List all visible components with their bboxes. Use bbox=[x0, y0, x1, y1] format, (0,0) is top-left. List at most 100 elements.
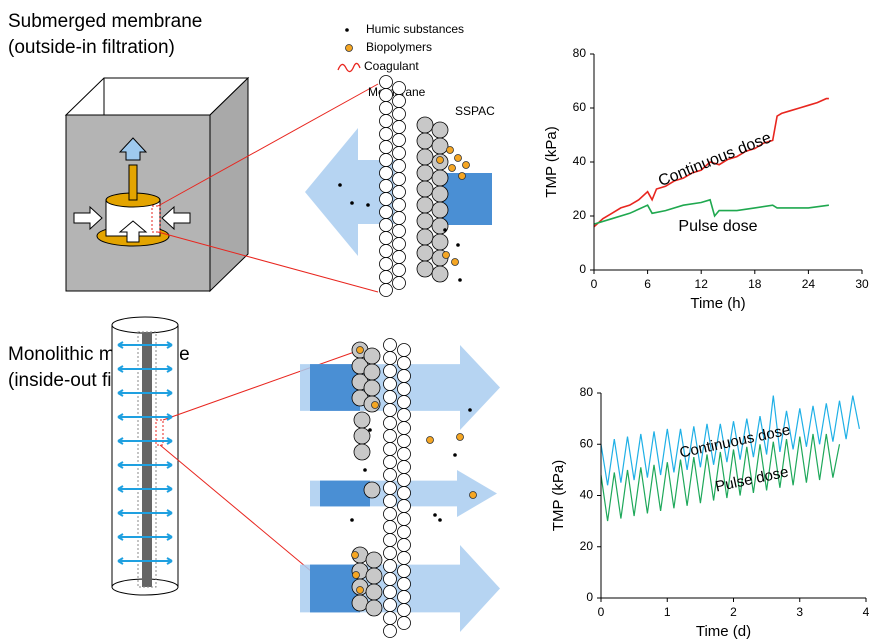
humic-particle bbox=[338, 183, 342, 187]
membrane-particle bbox=[398, 552, 411, 565]
membrane-particle bbox=[384, 417, 397, 430]
membrane-particle bbox=[384, 339, 397, 352]
x-tick-label: 1 bbox=[664, 605, 671, 619]
membrane-particle bbox=[380, 128, 393, 141]
figure: Submerged membrane (outside-in filtratio… bbox=[0, 0, 870, 640]
membrane-particle bbox=[366, 568, 382, 584]
legend-icon bbox=[338, 63, 360, 71]
humic-particle bbox=[363, 468, 367, 472]
biopolymer bbox=[357, 587, 364, 594]
membrane-particle bbox=[393, 134, 406, 147]
membrane-particle bbox=[354, 412, 370, 428]
membrane-particle bbox=[384, 625, 397, 638]
feed-block bbox=[310, 364, 360, 411]
legend-icon bbox=[345, 28, 349, 32]
membrane-particle bbox=[384, 391, 397, 404]
biopolymer bbox=[357, 347, 364, 354]
biopolymer bbox=[449, 165, 456, 172]
legend-label: Coagulant bbox=[364, 59, 419, 73]
membrane-particle bbox=[380, 141, 393, 154]
biopolymer bbox=[437, 157, 444, 164]
biopolymer bbox=[353, 572, 360, 579]
x-tick-label: 12 bbox=[695, 277, 709, 291]
humic-particle bbox=[456, 243, 460, 247]
membrane-particle bbox=[432, 202, 448, 218]
membrane-particle bbox=[380, 115, 393, 128]
membrane-particle bbox=[384, 573, 397, 586]
membrane-particle bbox=[384, 365, 397, 378]
series-label: Pulse dose bbox=[678, 218, 757, 235]
membrane-particle bbox=[398, 500, 411, 513]
x-tick-label: 18 bbox=[748, 277, 762, 291]
x-tick-label: 3 bbox=[796, 605, 803, 619]
membrane-particle bbox=[393, 264, 406, 277]
membrane-particle bbox=[393, 160, 406, 173]
membrane-particle bbox=[380, 271, 393, 284]
series-label: Continuous dose bbox=[656, 129, 774, 190]
membrane-particle bbox=[398, 526, 411, 539]
membrane-particle bbox=[380, 245, 393, 258]
y-tick-label: 20 bbox=[573, 208, 587, 222]
membrane-particle bbox=[384, 456, 397, 469]
membrane-particle bbox=[384, 534, 397, 547]
membrane-particle bbox=[354, 428, 370, 444]
membrane-particle bbox=[380, 206, 393, 219]
biopolymer bbox=[352, 552, 359, 559]
membrane-particle bbox=[380, 167, 393, 180]
humic-particle bbox=[453, 453, 457, 457]
membrane-particle bbox=[398, 396, 411, 409]
panel-subtitle: (outside-in filtration) bbox=[8, 37, 175, 58]
membrane-particle bbox=[384, 443, 397, 456]
membrane-particle bbox=[398, 370, 411, 383]
legend-icon bbox=[346, 45, 353, 52]
membrane-particle bbox=[393, 121, 406, 134]
membrane-particle bbox=[393, 186, 406, 199]
membrane-particle bbox=[398, 487, 411, 500]
x-tick-label: 0 bbox=[598, 605, 605, 619]
membrane-particle bbox=[417, 181, 433, 197]
membrane-particle bbox=[398, 344, 411, 357]
membrane-particle bbox=[432, 186, 448, 202]
membrane-particle bbox=[432, 122, 448, 138]
y-tick-label: 80 bbox=[580, 385, 594, 399]
humic-particle bbox=[350, 518, 354, 522]
membrane-particle bbox=[380, 193, 393, 206]
biopolymer bbox=[427, 437, 434, 444]
y-tick-label: 40 bbox=[580, 488, 594, 502]
membrane-particle bbox=[398, 604, 411, 617]
y-tick-label: 60 bbox=[580, 436, 594, 450]
humic-particle bbox=[458, 278, 462, 282]
biopolymer bbox=[463, 162, 470, 169]
series-label: Pulse dose bbox=[714, 463, 790, 495]
membrane-particle bbox=[417, 133, 433, 149]
membrane-particle bbox=[398, 435, 411, 448]
membrane-particle bbox=[354, 444, 370, 460]
y-axis-label: TMP (kPa) bbox=[543, 126, 560, 197]
x-axis-label: Time (d) bbox=[696, 623, 751, 640]
membrane-particle bbox=[417, 165, 433, 181]
membrane-particle bbox=[380, 102, 393, 115]
membrane-particle bbox=[393, 147, 406, 160]
membrane-particle bbox=[393, 212, 406, 225]
humic-particle bbox=[366, 203, 370, 207]
sspac-label: SSPAC bbox=[455, 104, 495, 118]
membrane-particle bbox=[380, 258, 393, 271]
membrane-particle bbox=[384, 352, 397, 365]
membrane-particle bbox=[380, 89, 393, 102]
membrane-particle bbox=[380, 284, 393, 297]
membrane-particle bbox=[398, 591, 411, 604]
membrane-particle bbox=[364, 348, 380, 364]
membrane-particle bbox=[366, 552, 382, 568]
membrane-particle bbox=[384, 547, 397, 560]
biopolymer bbox=[372, 402, 379, 409]
membrane-particle bbox=[432, 266, 448, 282]
membrane-particle bbox=[432, 234, 448, 250]
membrane-particle bbox=[417, 213, 433, 229]
membrane-particle bbox=[380, 219, 393, 232]
legend-label: Humic substances bbox=[366, 22, 464, 36]
membrane-particle bbox=[393, 238, 406, 251]
membrane-particle bbox=[398, 617, 411, 630]
x-tick-label: 0 bbox=[591, 277, 598, 291]
membrane-particle bbox=[432, 138, 448, 154]
y-tick-label: 40 bbox=[573, 154, 587, 168]
